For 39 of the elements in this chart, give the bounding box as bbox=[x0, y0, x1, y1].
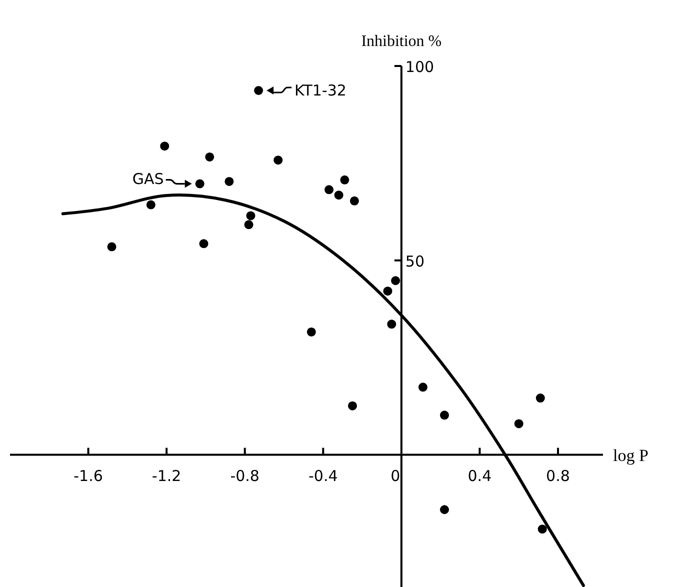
x-tick-label: 0.8 bbox=[546, 466, 570, 485]
y-tick-label: 50 bbox=[405, 252, 425, 270]
y-tick-label: 100 bbox=[405, 58, 434, 76]
x-tick-label: 0.4 bbox=[468, 466, 492, 485]
point bbox=[536, 394, 545, 403]
point bbox=[538, 524, 547, 534]
x-tick-label: -0.8 bbox=[230, 466, 260, 485]
point bbox=[334, 190, 344, 200]
point bbox=[324, 185, 334, 194]
point bbox=[387, 320, 396, 329]
point bbox=[107, 242, 116, 252]
point bbox=[440, 505, 449, 514]
point bbox=[350, 196, 359, 206]
point bbox=[340, 175, 350, 184]
point bbox=[383, 286, 392, 296]
point bbox=[274, 156, 283, 165]
point bbox=[440, 410, 449, 420]
point bbox=[514, 419, 524, 428]
point bbox=[205, 152, 214, 162]
x-tick-label: 0 bbox=[390, 466, 400, 485]
x-tick-label: -1.6 bbox=[74, 466, 103, 485]
annotation: GAS bbox=[132, 170, 164, 188]
point bbox=[348, 401, 357, 410]
point bbox=[160, 142, 170, 151]
point bbox=[146, 200, 156, 210]
point bbox=[195, 179, 204, 188]
x-axis-title: log P bbox=[613, 446, 648, 465]
point bbox=[306, 327, 316, 336]
point bbox=[391, 276, 400, 286]
y-axis-title: Inhibition % bbox=[361, 33, 442, 50]
point bbox=[224, 176, 234, 186]
point bbox=[418, 382, 428, 392]
point bbox=[244, 220, 254, 230]
point bbox=[254, 86, 264, 95]
point bbox=[246, 211, 256, 220]
x-tick-label: -0.4 bbox=[308, 466, 338, 485]
x-tick-label: -1.2 bbox=[152, 466, 182, 485]
point bbox=[199, 239, 208, 248]
annotation: KT1-32 bbox=[294, 81, 346, 100]
